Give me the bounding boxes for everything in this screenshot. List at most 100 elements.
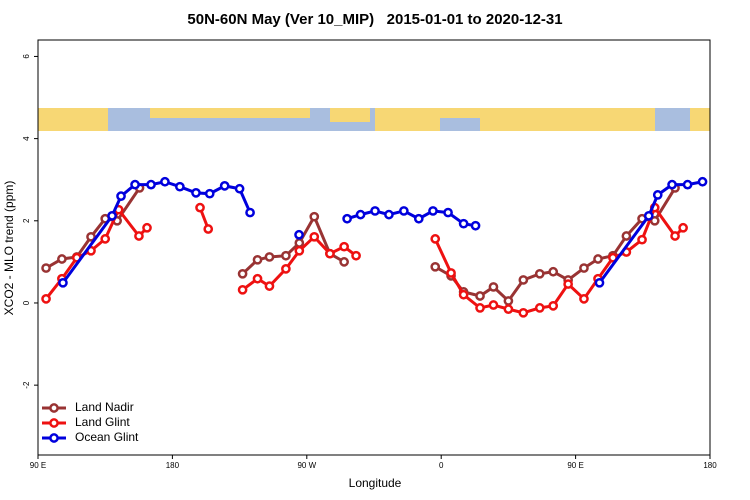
data-point: [534, 268, 545, 279]
data-point: [339, 257, 349, 267]
x-tick-label: 180: [703, 461, 717, 470]
x-tick-label: 90 E: [567, 461, 583, 470]
data-point: [430, 234, 441, 244]
data-point: [281, 250, 291, 261]
data-point: [134, 231, 144, 241]
data-point: [503, 296, 514, 306]
data-point: [458, 218, 469, 229]
data-point: [503, 304, 514, 314]
data-point: [281, 264, 291, 274]
data-point: [339, 241, 349, 252]
y-tick-label: 0: [22, 300, 31, 305]
data-point: [594, 277, 605, 288]
data-point: [652, 190, 663, 200]
x-tick-label: 90 W: [297, 461, 316, 470]
data-point: [86, 231, 96, 242]
data-point: [175, 181, 185, 192]
map-strip: [38, 108, 710, 131]
data-point: [430, 261, 441, 272]
data-point: [309, 231, 320, 242]
series-line: [44, 204, 685, 315]
data-point: [325, 248, 335, 259]
data-point: [342, 213, 352, 224]
data-point: [245, 207, 255, 218]
data-point: [294, 238, 305, 248]
data-point: [146, 179, 156, 190]
map-land: [375, 108, 655, 131]
data-point: [488, 300, 499, 310]
y-tick-label: 2: [22, 218, 31, 223]
y-axis-label: XCO2 - MLO trend (ppm): [2, 181, 16, 316]
map-land: [330, 108, 370, 122]
data-point: [130, 179, 140, 190]
data-point: [548, 300, 559, 311]
data-point: [252, 273, 263, 284]
data-point: [264, 281, 275, 291]
data-point: [234, 183, 245, 194]
legend-label: Land Nadir: [75, 400, 134, 414]
data-point: [203, 224, 214, 234]
data-point: [621, 231, 632, 241]
map-ocean: [440, 118, 480, 131]
data-point: [682, 179, 693, 190]
data-point: [384, 209, 394, 220]
x-tick-label: 180: [166, 461, 180, 470]
data-point: [294, 245, 305, 256]
chart-title: 50N-60N May (Ver 10_MIP) 2015-01-01 to 2…: [187, 11, 562, 28]
data-point: [252, 254, 263, 265]
x-tick-label: 90 E: [30, 461, 46, 470]
legend-swatch: [49, 433, 59, 443]
data-point: [443, 207, 453, 218]
series-line: [45, 187, 677, 304]
data-point: [428, 206, 438, 216]
data-point: [160, 176, 170, 187]
data-point: [219, 181, 230, 191]
x-axis-label: Longitude: [349, 476, 402, 490]
legend-swatch: [49, 403, 59, 413]
data-point: [264, 252, 275, 262]
data-point: [563, 279, 573, 289]
plot-frame: [37, 39, 711, 456]
data-point: [370, 206, 380, 216]
data-point: [309, 211, 320, 222]
data-point: [116, 191, 126, 201]
y-tick-label: -2: [22, 381, 31, 389]
data-point: [142, 222, 152, 233]
data-point: [446, 268, 456, 278]
data-point: [355, 209, 366, 220]
data-point: [518, 275, 529, 285]
data-point: [593, 254, 603, 264]
data-point: [100, 234, 111, 244]
data-point: [107, 211, 117, 221]
data-point: [191, 188, 201, 198]
data-point: [697, 176, 708, 187]
data-point: [667, 179, 677, 190]
data-point: [643, 211, 654, 221]
x-tick-label: 0: [439, 461, 444, 470]
y-tick-label: 6: [22, 54, 31, 59]
data-point: [41, 294, 51, 304]
data-point: [534, 303, 545, 313]
data-point: [237, 284, 248, 295]
data-point: [670, 231, 680, 241]
legend-swatch: [49, 418, 59, 428]
data-point: [204, 188, 215, 199]
y-tick-label: 4: [22, 136, 31, 141]
data-point: [518, 307, 529, 318]
map-land: [38, 108, 108, 131]
data-point: [678, 222, 688, 233]
data-point: [548, 266, 559, 277]
data-point: [470, 220, 481, 231]
data-point: [294, 229, 304, 240]
data-point: [57, 254, 67, 264]
legend-label: Ocean Glint: [75, 430, 139, 444]
data-point: [579, 263, 589, 273]
data-point: [488, 282, 499, 292]
data-point: [637, 234, 647, 245]
map-land: [150, 108, 310, 118]
data-point: [237, 268, 248, 279]
legend-label: Land Glint: [75, 415, 130, 429]
data-point: [351, 250, 361, 261]
data-point: [458, 289, 469, 300]
